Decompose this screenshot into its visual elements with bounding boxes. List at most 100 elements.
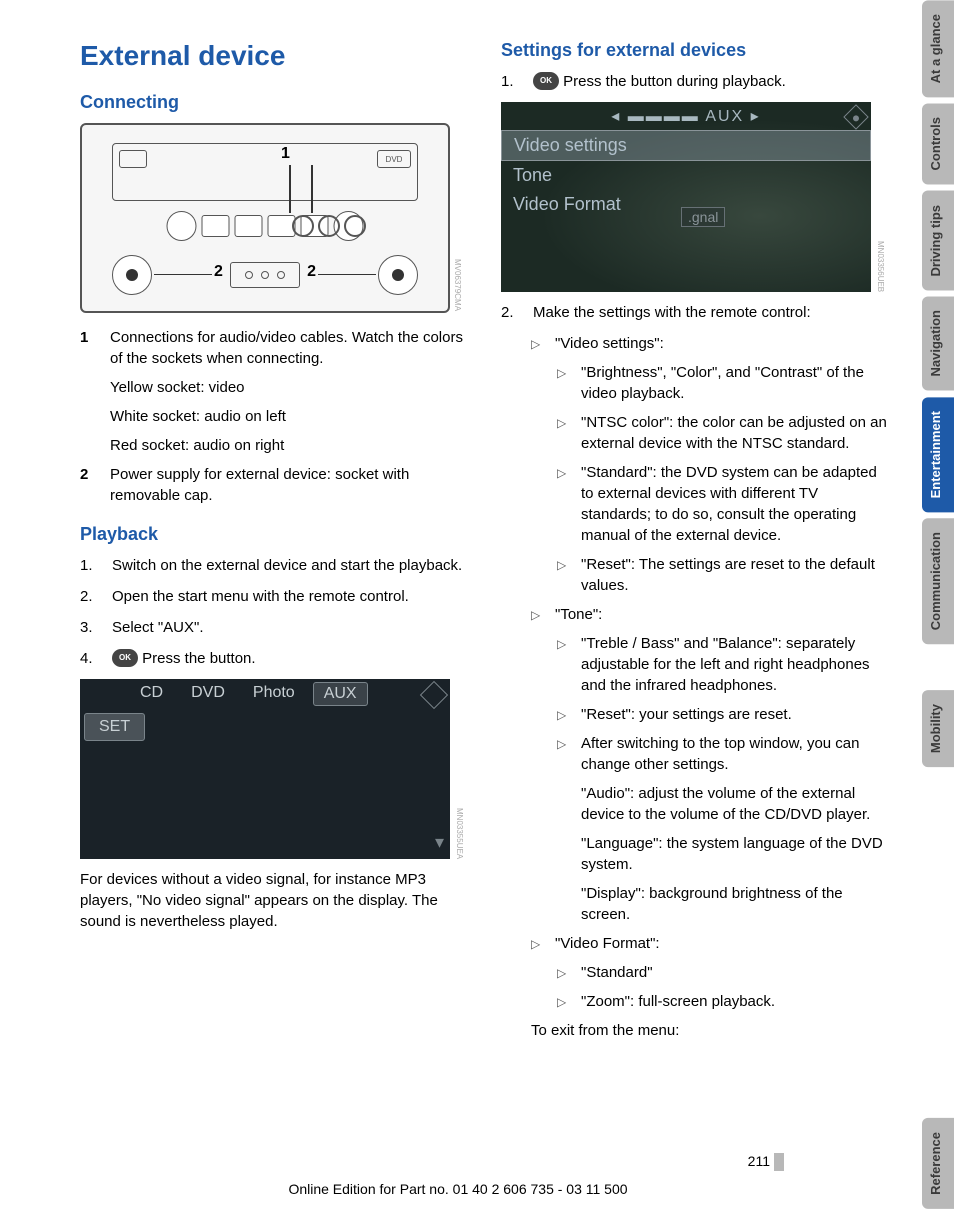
step-number: 1. [501, 71, 519, 92]
description: "Video settings": [555, 333, 664, 354]
tab-controls[interactable]: Controls [922, 103, 954, 184]
header-text: AUX [705, 108, 744, 125]
menu-item-video-settings: Video settings [501, 130, 871, 161]
tab-driving-tips[interactable]: Driving tips [922, 191, 954, 291]
headphone-jacks-icon [230, 262, 300, 288]
description: "Zoom": full-screen playback. [581, 991, 775, 1012]
list-item: ▷"Treble / Bass" and "Balance": separate… [557, 633, 892, 696]
legend-number: 2 [80, 464, 94, 506]
diagram-label-2-right: 2 [307, 263, 316, 281]
tab-mobility[interactable]: Mobility [922, 690, 954, 767]
playback-steps: 1. Switch on the external device and star… [80, 555, 471, 669]
page-content: External device Connecting DVD 1 [0, 0, 922, 1215]
description: "Brightness", "Color", and "Contrast" of… [581, 362, 892, 404]
page-title: External device [80, 40, 471, 72]
description: "Video Format": [555, 933, 660, 954]
right-column: Settings for external devices 1. OK Pres… [501, 40, 892, 1195]
description: Yellow socket: video [110, 377, 471, 398]
tab-navigation[interactable]: Navigation [922, 296, 954, 390]
triangle-icon: ▷ [557, 415, 569, 454]
list-item: ▷ "Reset": your settings are reset. [557, 704, 892, 725]
description: Press the button. [138, 650, 256, 667]
set-button: SET [84, 713, 145, 741]
description: "Treble / Bass" and "Balance": separatel… [581, 633, 892, 696]
list-item: ▷ "NTSC color": the color can be adjusted… [557, 412, 892, 454]
description: "Standard" [581, 962, 653, 983]
connecting-heading: Connecting [80, 92, 471, 113]
callout-line-icon [154, 274, 212, 276]
screenshot-header: ◂ ▬▬▬▬ AUX ▸ [501, 102, 871, 130]
tab-at-a-glance[interactable]: At a glance [922, 0, 954, 97]
tab-communication[interactable]: Communication [922, 518, 954, 644]
settings-steps: 1. OK Press the button during playback. [501, 71, 892, 92]
description: Connections for audio/video cables. Watc… [110, 327, 471, 369]
description: "Reset": The settings are reset to the d… [581, 554, 892, 596]
triangle-icon: ▷ [557, 636, 569, 696]
video-settings-items: ▷ "Brightness", "Color", and "Contrast" o… [557, 362, 892, 596]
image-code: MN03355UEA [455, 808, 464, 859]
side-tabs: At a glance Controls Driving tips Naviga… [922, 0, 954, 1215]
description: Red socket: audio on right [110, 435, 471, 456]
video-format-items: ▷"Standard" ▷"Zoom": full-screen playbac… [557, 962, 892, 1012]
image-code: MV06379CMA [453, 259, 462, 311]
page-number: 211 [748, 1153, 784, 1171]
step-number: 1. [80, 555, 98, 576]
description: "Tone": [555, 604, 602, 625]
diagram-label-1: 1 [281, 145, 290, 163]
settings-heading: Settings for external devices [501, 40, 892, 61]
av-sockets [292, 215, 366, 237]
footer-text: Online Edition for Part no. 01 40 2 606 … [0, 1181, 916, 1197]
tone-section: ▷"Tone": [531, 604, 892, 625]
dvd-panel-diagram: DVD 1 2 2 [80, 123, 450, 313]
dvd-label-icon: DVD [377, 150, 411, 168]
callout-line-icon [318, 274, 376, 276]
down-arrow-icon: ▾ [435, 832, 444, 853]
description: White socket: audio on left [110, 406, 471, 427]
eject-icon [119, 150, 147, 168]
tab-entertainment[interactable]: Entertainment [922, 397, 954, 512]
settings-screenshot: ◂ ▬▬▬▬ AUX ▸ Video settings Tone Video F… [501, 102, 871, 292]
video-settings-section: ▷"Video settings": [531, 333, 892, 354]
step-text: Select "AUX". [112, 617, 204, 638]
prev-icon [167, 211, 197, 241]
list-item: 1. OK Press the button during playback. [501, 71, 892, 92]
menu-item-tone: Tone [501, 161, 871, 190]
screenshot-tabs: CD DVD Photo AUX [130, 682, 368, 706]
tab-spacer [922, 650, 954, 690]
step-text: Switch on the external device and start … [112, 555, 462, 576]
list-item: ▷"Video settings": [531, 333, 892, 354]
power-knob-right-icon [378, 255, 418, 295]
list-item: ▷"Tone": [531, 604, 892, 625]
tab-reference[interactable]: Reference [922, 1118, 954, 1209]
screenshot-header: CD DVD Photo AUX [80, 679, 450, 709]
list-item: ▷"Video Format": [531, 933, 892, 954]
list-item: 1. Switch on the external device and star… [80, 555, 471, 576]
tab-photo: Photo [243, 682, 305, 706]
ok-button-icon: OK [112, 649, 138, 667]
dvd-bottom-row [112, 255, 418, 295]
aux-screenshot: CD DVD Photo AUX SET ▾ MN03355UEA [80, 679, 450, 859]
list-item: ▷"Standard" [557, 962, 892, 983]
triangle-icon: ▷ [557, 365, 569, 404]
ok-button-icon: OK [533, 72, 559, 90]
power-knob-left-icon [112, 255, 152, 295]
legend-text: Connections for audio/video cables. Watc… [110, 327, 471, 456]
step-number: 2. [80, 586, 98, 607]
step-text: OK Press the button during playback. [533, 71, 786, 92]
triangle-icon: ▷ [557, 557, 569, 596]
tab-dvd: DVD [181, 682, 235, 706]
list-item: ▷ "Brightness", "Color", and "Contrast" o… [557, 362, 892, 404]
description: "NTSC color": the color can be adjusted … [581, 412, 892, 454]
rewind-icon [202, 215, 230, 237]
step-number: 3. [80, 617, 98, 638]
step-text: Make the settings with the remote contro… [533, 302, 811, 323]
description: "Reset": your settings are reset. [581, 704, 792, 725]
tone-extra-display: "Display": background brightness of the … [581, 883, 892, 925]
description: Press the button during playback. [559, 73, 786, 90]
list-item: ▷"Zoom": full-screen playback. [557, 991, 892, 1012]
list-item: 2. Open the start menu with the remote co… [80, 586, 471, 607]
list-item: 2.Make the settings with the remote cont… [501, 302, 892, 323]
step-text: Open the start menu with the remote cont… [112, 586, 409, 607]
triangle-icon: ▷ [557, 707, 569, 725]
list-item: 1 Connections for audio/video cables. Wa… [80, 327, 471, 456]
